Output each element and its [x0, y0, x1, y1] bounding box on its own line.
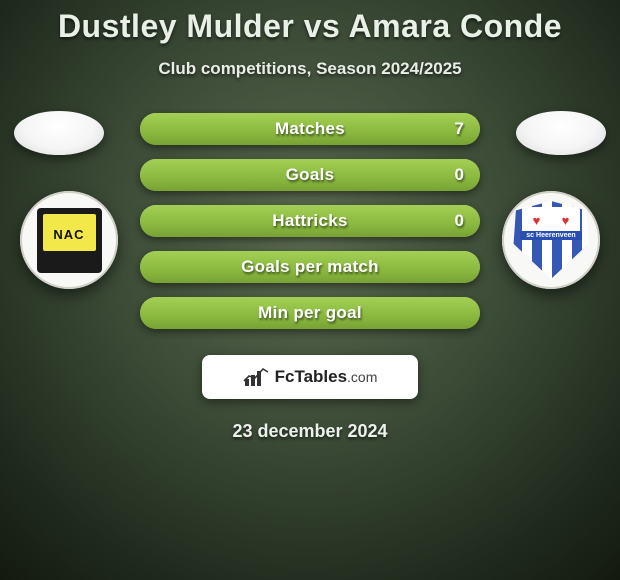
stat-value-right: 0 — [455, 159, 464, 191]
infographic-date: 23 december 2024 — [0, 421, 620, 442]
player-left-avatar — [14, 111, 104, 155]
stat-bar: Hattricks0 — [140, 205, 480, 237]
stat-label: Goals per match — [140, 251, 480, 283]
page-title: Dustley Mulder vs Amara Conde — [0, 8, 620, 45]
brand-text: FcTables.com — [275, 367, 378, 387]
brand-box[interactable]: FcTables.com — [202, 355, 418, 399]
heart-icon: ♥ — [562, 213, 570, 228]
comparison-area: NAC ♥ ♥ sc Heerenveen Matches7Goals0Hatt… — [0, 107, 620, 337]
player-right-avatar — [516, 111, 606, 155]
stat-bar: Goals0 — [140, 159, 480, 191]
nac-logo-text: NAC — [53, 227, 84, 242]
heart-icon: ♥ — [533, 213, 541, 228]
stat-label: Hattricks — [140, 205, 480, 237]
stat-bars-container: Matches7Goals0Hattricks0Goals per matchM… — [140, 113, 480, 329]
stat-bar: Min per goal — [140, 297, 480, 329]
brand-suffix: .com — [347, 369, 377, 385]
stat-label: Goals — [140, 159, 480, 191]
stat-bar: Goals per match — [140, 251, 480, 283]
page-subtitle: Club competitions, Season 2024/2025 — [0, 59, 620, 79]
club-badge-right: ♥ ♥ sc Heerenveen — [502, 191, 600, 289]
nac-logo: NAC — [37, 208, 102, 273]
fctables-chart-icon — [243, 367, 269, 387]
stat-value-right: 0 — [455, 205, 464, 237]
brand-name: FcTables — [275, 367, 347, 386]
heerenveen-logo: ♥ ♥ sc Heerenveen — [512, 201, 590, 279]
heerenveen-label: sc Heerenveen — [520, 231, 582, 240]
stat-label: Min per goal — [140, 297, 480, 329]
stat-label: Matches — [140, 113, 480, 145]
stat-bar: Matches7 — [140, 113, 480, 145]
club-badge-left: NAC — [20, 191, 118, 289]
stat-value-right: 7 — [455, 113, 464, 145]
